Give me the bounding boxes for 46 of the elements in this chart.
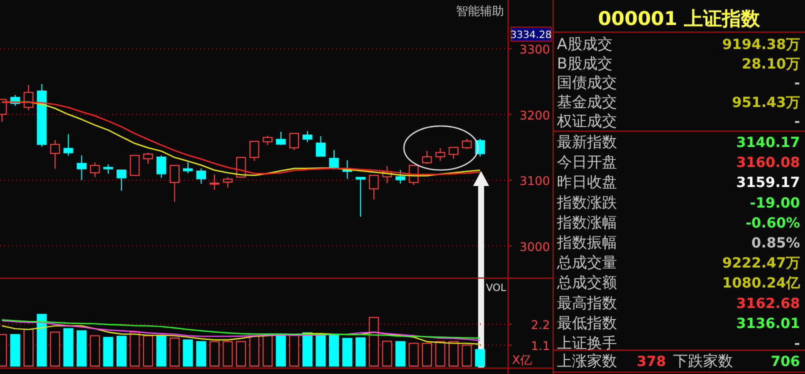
category-label: A股成交: [557, 35, 612, 53]
category-label: 指数振幅: [556, 234, 617, 252]
category-label: 最高指数: [557, 294, 617, 312]
category-label: 总成交量: [556, 254, 617, 272]
annotation: VOL: [486, 283, 507, 294]
category-label: 总成交额: [556, 274, 617, 292]
text: -19.00: [750, 195, 800, 212]
text: 0.85%: [751, 236, 800, 252]
text: 3159.17: [736, 175, 800, 192]
text: 951.43万: [732, 94, 800, 111]
y-tick-label: 2.2: [530, 318, 550, 332]
category-label: 最新指数: [557, 133, 617, 151]
text: 378: [636, 354, 666, 370]
y-tick-label: 3300: [519, 42, 550, 57]
text: 3160.08: [736, 155, 800, 172]
text: -0.60%: [746, 215, 800, 232]
text: 9222.47万: [722, 256, 800, 272]
text: 3162.68: [736, 296, 800, 312]
text: 1080.24亿: [722, 276, 800, 292]
y-tick-label: 3000: [519, 240, 550, 254]
text: -: [794, 76, 800, 92]
y-tick-label: 3100: [519, 174, 550, 188]
text: 000001 上证指数: [598, 8, 761, 30]
text: -: [794, 336, 800, 352]
category-label: 上涨家数: [557, 352, 617, 370]
y-tick-label: 3200: [519, 108, 550, 122]
text: 3140.17: [736, 135, 800, 151]
category-label: 基金成交: [557, 92, 617, 111]
category-label: 指数涨幅: [556, 213, 617, 232]
category-label: B股成交: [557, 54, 612, 72]
category-label: 权证成交: [556, 112, 617, 130]
category-label: 今日开盘: [557, 153, 617, 172]
category-label: 国债成交: [557, 74, 617, 92]
category-label: 最低指数: [557, 314, 617, 332]
text: -: [794, 114, 800, 130]
text: 3136.01: [736, 316, 800, 332]
text: 9194.38万: [722, 37, 800, 53]
y-axis-title: X亿: [512, 353, 532, 367]
text: 706: [770, 354, 800, 370]
annotation: 智能辅助: [456, 4, 504, 18]
text: 28.10万: [742, 56, 800, 72]
category-label: 指数涨跌: [556, 193, 617, 212]
y-tick-label: 1.1: [530, 339, 550, 354]
category-label: 上证换手: [557, 334, 617, 352]
category-label: 下跌家数: [673, 352, 733, 370]
category-label: 昨日收盘: [557, 173, 617, 192]
